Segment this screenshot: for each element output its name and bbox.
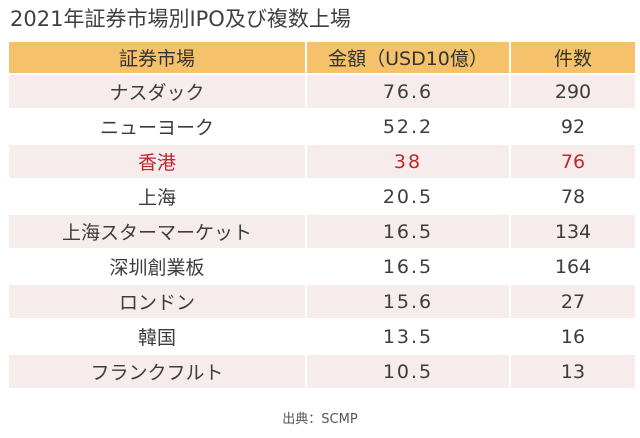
amount-cell: 16.5 xyxy=(305,250,509,283)
market-cell: 香港 xyxy=(9,145,305,178)
amount-cell: 76.6 xyxy=(305,75,509,108)
table-row: 上海スターマーケット 16.5 134 xyxy=(9,215,635,248)
count-cell: 290 xyxy=(509,75,635,108)
table-row: ロンドン 15.6 27 xyxy=(9,285,635,318)
count-cell: 16 xyxy=(509,320,635,353)
amount-cell: 38 xyxy=(305,145,509,178)
source-note: 出典：SCMP xyxy=(282,412,358,427)
table-row: フランクフルト 10.5 13 xyxy=(9,355,635,388)
market-cell: 韓国 xyxy=(9,320,305,353)
amount-cell: 13.5 xyxy=(305,320,509,353)
amount-cell: 52.2 xyxy=(305,110,509,143)
count-cell: 13 xyxy=(509,355,635,388)
count-cell: 92 xyxy=(509,110,635,143)
market-cell: 上海 xyxy=(9,180,305,213)
header-count: 件数 xyxy=(509,42,635,73)
market-cell: 上海スターマーケット xyxy=(9,215,305,248)
amount-cell: 10.5 xyxy=(305,355,509,388)
table-row: ニューヨーク 52.2 92 xyxy=(9,110,635,143)
table-row: ナスダック 76.6 290 xyxy=(9,75,635,108)
table-row-highlighted: 香港 38 76 xyxy=(9,145,635,178)
header-market: 証券市場 xyxy=(9,42,305,73)
amount-cell: 15.6 xyxy=(305,285,509,318)
ipo-market-table: 証券市場 金額（USD10億） 件数 ナスダック 76.6 290 ニューヨーク… xyxy=(9,40,635,390)
table-row: 上海 20.5 78 xyxy=(9,180,635,213)
count-cell: 164 xyxy=(509,250,635,283)
table-row: 深圳創業板 16.5 164 xyxy=(9,250,635,283)
amount-cell: 16.5 xyxy=(305,215,509,248)
count-cell: 76 xyxy=(509,145,635,178)
market-cell: ニューヨーク xyxy=(9,110,305,143)
amount-cell: 20.5 xyxy=(305,180,509,213)
market-cell: ナスダック xyxy=(9,75,305,108)
header-amount: 金額（USD10億） xyxy=(305,42,509,73)
market-cell: フランクフルト xyxy=(9,355,305,388)
market-cell: ロンドン xyxy=(9,285,305,318)
market-cell: 深圳創業板 xyxy=(9,250,305,283)
count-cell: 78 xyxy=(509,180,635,213)
count-cell: 27 xyxy=(509,285,635,318)
table-header-row: 証券市場 金額（USD10億） 件数 xyxy=(9,42,635,73)
table-row: 韓国 13.5 16 xyxy=(9,320,635,353)
count-cell: 134 xyxy=(509,215,635,248)
table-title: 2021年証券市場別IPO及び複数上場 xyxy=(10,7,351,31)
